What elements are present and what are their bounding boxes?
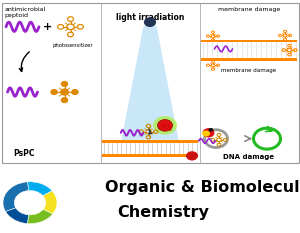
Wedge shape xyxy=(28,182,52,196)
Bar xyxy=(201,40,297,42)
Text: Chemistry: Chemistry xyxy=(117,205,209,219)
Text: DNA damage: DNA damage xyxy=(224,154,274,160)
Circle shape xyxy=(61,82,68,86)
Circle shape xyxy=(208,128,213,132)
Circle shape xyxy=(61,98,68,103)
Wedge shape xyxy=(3,182,29,212)
Circle shape xyxy=(51,90,57,94)
FancyArrowPatch shape xyxy=(19,52,29,72)
Text: antimicrobial
peptoid: antimicrobial peptoid xyxy=(4,7,46,18)
Bar xyxy=(102,154,198,157)
FancyArrowPatch shape xyxy=(149,129,152,134)
Polygon shape xyxy=(122,26,178,140)
Circle shape xyxy=(72,90,78,94)
Circle shape xyxy=(202,130,210,137)
Circle shape xyxy=(61,89,68,95)
Text: Organic & Biomolecular: Organic & Biomolecular xyxy=(105,180,300,195)
Bar xyxy=(201,58,297,61)
Circle shape xyxy=(145,18,155,26)
Text: +: + xyxy=(44,22,52,32)
Circle shape xyxy=(202,128,214,137)
Bar xyxy=(102,140,198,143)
Text: $^1$O$_2$: $^1$O$_2$ xyxy=(160,121,173,134)
Text: PsPC: PsPC xyxy=(14,149,35,158)
Circle shape xyxy=(158,120,172,131)
Circle shape xyxy=(186,151,198,161)
Text: light irradiation: light irradiation xyxy=(116,13,184,22)
Bar xyxy=(2,3,298,163)
Wedge shape xyxy=(28,209,53,224)
Wedge shape xyxy=(5,208,28,224)
Text: photosensitizer: photosensitizer xyxy=(52,43,93,48)
Wedge shape xyxy=(43,191,57,214)
Text: membrane damage: membrane damage xyxy=(221,68,277,72)
Text: membrane damage: membrane damage xyxy=(218,7,280,12)
Circle shape xyxy=(153,116,177,135)
